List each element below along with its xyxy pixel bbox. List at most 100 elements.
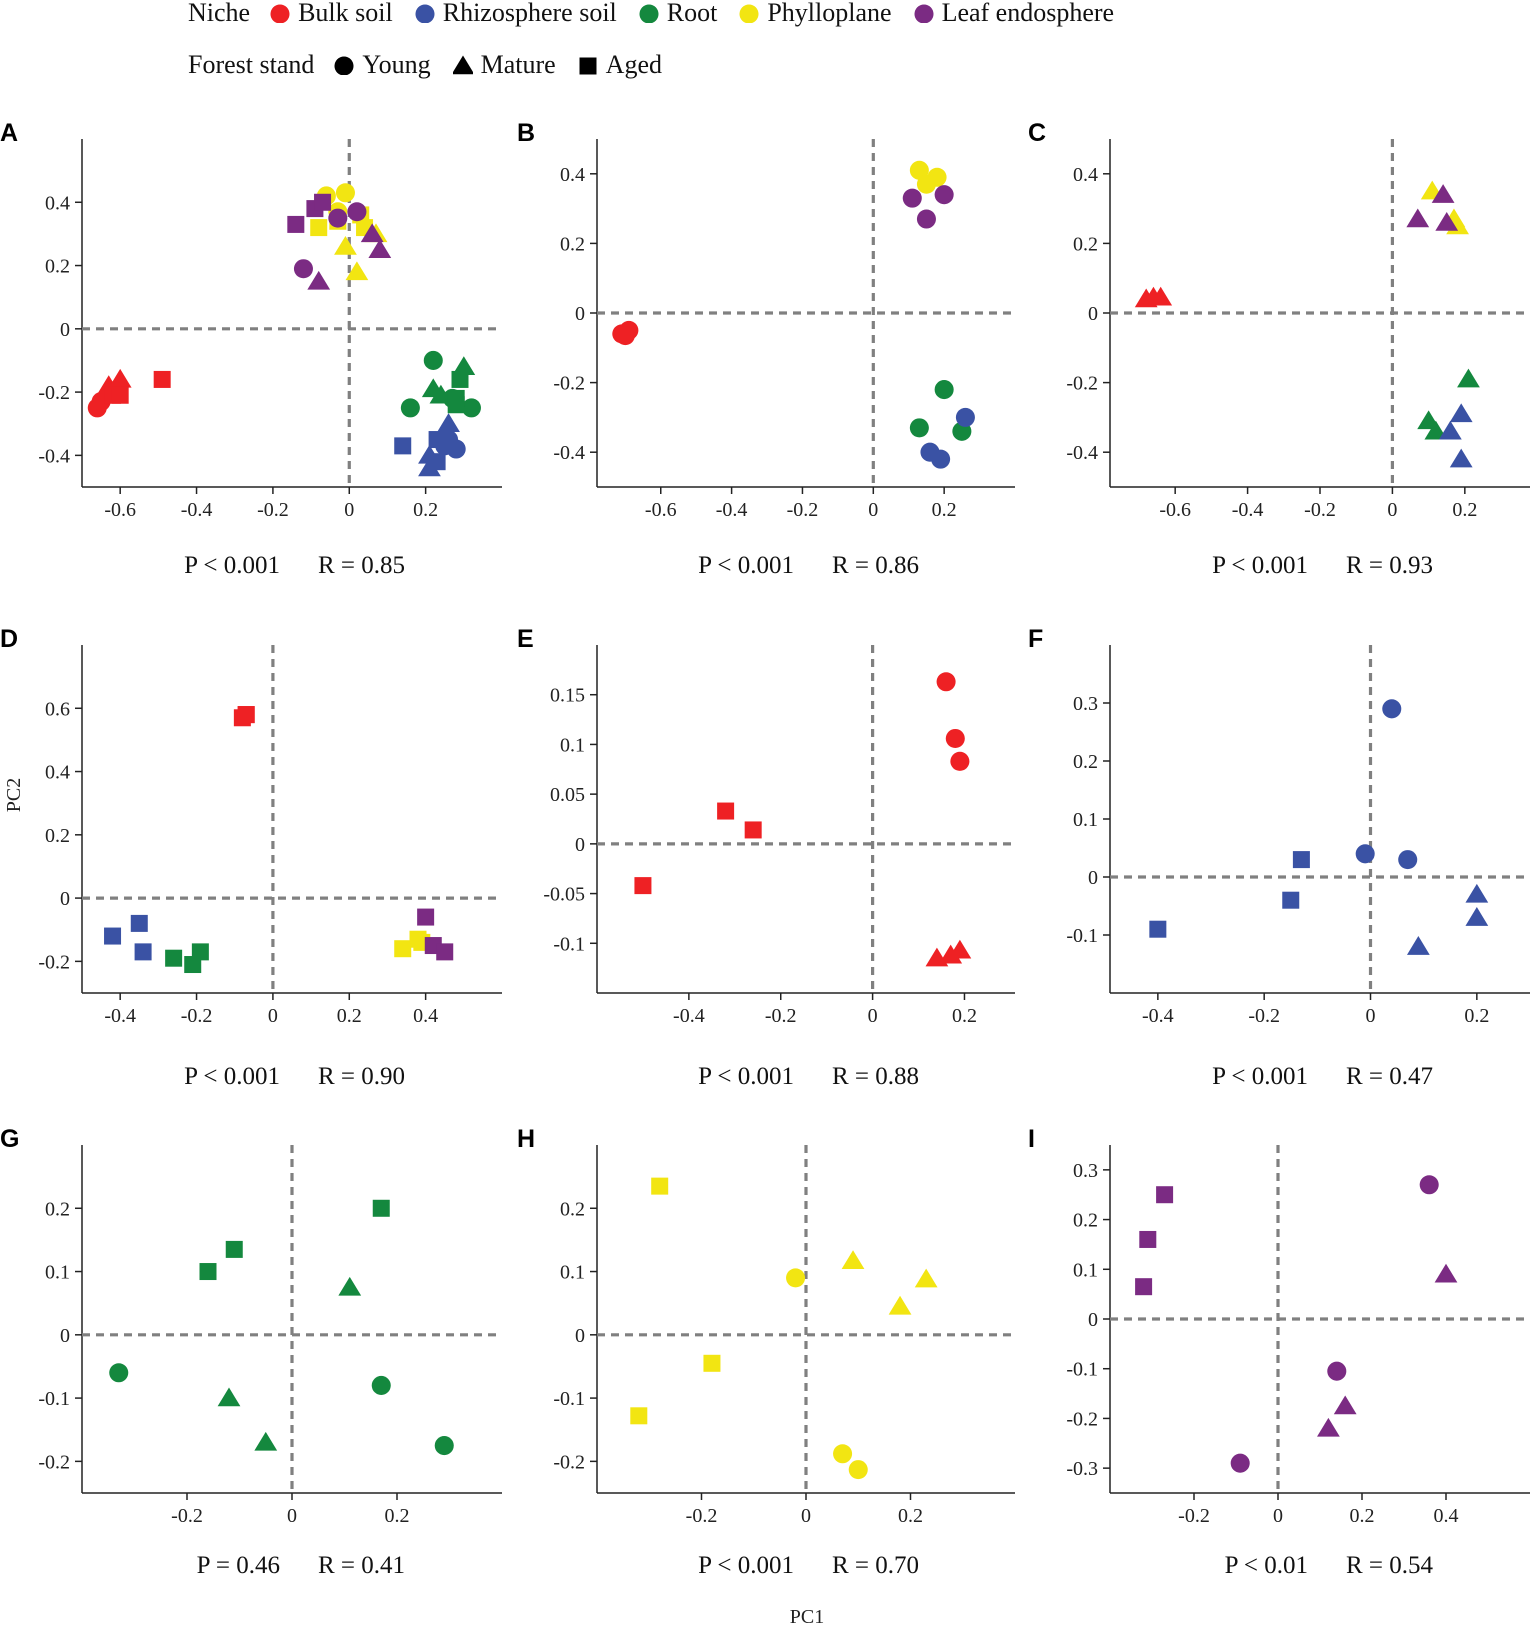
data-point-phyllo-young — [916, 174, 936, 194]
legend-stand-young-marker — [334, 56, 354, 75]
data-point-rhizo-mature — [1438, 420, 1462, 440]
data-point-root-aged — [372, 1199, 390, 1217]
panel-G: G -0.2 0 0.2 -0.2 -0.1 0 0.1 0.2 P = 0.46 R = 0.41 — [0, 1125, 502, 1579]
data-point-phyllo-young — [848, 1460, 868, 1480]
data-point-phyllo-mature — [914, 1268, 938, 1288]
data-point-root-aged — [191, 943, 209, 961]
data-point-rhizo-aged — [1149, 920, 1167, 938]
stat-r-value: R = 0.93 — [1346, 552, 1433, 579]
data-point-leaf-young — [328, 208, 348, 228]
y-tick-label: -0.05 — [543, 884, 585, 906]
data-point-root-mature — [254, 1431, 278, 1451]
data-point-bulk-aged — [153, 370, 171, 388]
x-tick-label: 0.2 — [952, 1005, 977, 1027]
data-point-root-mature — [452, 356, 476, 376]
data-point-leaf-young — [347, 202, 367, 222]
data-point-leaf-mature — [1434, 1263, 1458, 1283]
data-point-root-young — [423, 350, 443, 370]
panel-B: B -0.6 -0.4 -0.2 0 0.2 -0.4 -0.2 0 0.2 0.4 P < 0.00… — [517, 119, 1015, 579]
y-tick-label: -0.4 — [553, 442, 585, 464]
x-tick-label: 0.2 — [932, 499, 957, 521]
legend-stand-mature-marker — [452, 55, 473, 75]
y-tick-label: -0.2 — [553, 1451, 585, 1473]
data-point-leaf-mature — [368, 239, 392, 258]
figure-legend: Niche Bulk soil Rhizosphere soil Root Phyll… — [0, 0, 1539, 90]
panel-letter: H — [517, 1125, 535, 1153]
y-tick-label: 0.2 — [1073, 1210, 1098, 1232]
y-tick-label: 0 — [575, 1325, 585, 1347]
legend-niche-rhizo-marker — [415, 4, 435, 23]
data-point-rhizo-aged — [130, 914, 148, 932]
legend-niche-bulk: Bulk soil — [270, 0, 393, 28]
x-tick-label: 0 — [868, 499, 878, 521]
stat-p-value: P = 0.46 — [197, 1552, 280, 1579]
y-tick-label: 0.4 — [1073, 164, 1098, 186]
legend-stand-mature-label: Mature — [480, 50, 556, 79]
y-tick-label: -0.2 — [38, 1451, 70, 1473]
y-tick-label: -0.1 — [1066, 1359, 1098, 1381]
data-point-bulk-young — [615, 326, 635, 346]
panel-letter: D — [0, 625, 18, 653]
x-tick-label: -0.2 — [765, 1005, 797, 1027]
data-point-rhizo-mature — [418, 444, 441, 464]
panel-letter: B — [517, 119, 535, 147]
legend-stand-aged-marker — [579, 57, 597, 75]
y-tick-label: 0.3 — [1073, 1160, 1098, 1182]
legend-niche-root: Root — [639, 0, 717, 28]
data-point-leaf-young — [1327, 1361, 1347, 1381]
data-point-root-aged — [447, 389, 465, 407]
data-point-leaf-aged — [417, 908, 435, 926]
x-tick-label: 0 — [1273, 1505, 1283, 1527]
data-point-rhizo-mature — [1465, 907, 1489, 926]
data-point-rhizo-young — [439, 430, 459, 450]
legend-stand-aged: Aged — [578, 50, 662, 80]
x-tick-label: -0.4 — [181, 499, 213, 521]
y-tick-label: 0.2 — [560, 1198, 585, 1220]
y-tick-label: -0.1 — [38, 1388, 70, 1410]
data-point-root-young — [909, 418, 929, 438]
x-tick-label: -0.4 — [1142, 1005, 1174, 1027]
data-point-phyllo-aged — [630, 1407, 648, 1425]
y-tick-label: -0.2 — [1066, 373, 1098, 395]
y-tick-label: 0.2 — [45, 256, 70, 278]
legend-stand-title: Forest stand — [188, 50, 315, 79]
legend-stand-aged-label: Aged — [605, 50, 662, 79]
data-point-leaf-mature — [307, 270, 331, 290]
y-tick-label: -0.2 — [1066, 1408, 1098, 1430]
data-point-leaf-aged — [287, 215, 305, 233]
panel-letter: F — [1028, 625, 1043, 653]
panel-letter: C — [1028, 119, 1046, 147]
data-point-root-young — [109, 1363, 129, 1383]
stat-p-value: P < 0.01 — [1225, 1552, 1308, 1579]
legend-niche-leaf-label: Leaf endosphere — [941, 0, 1115, 27]
y-tick-label: -0.4 — [38, 445, 70, 467]
x-tick-label: -0.2 — [257, 499, 289, 521]
legend-niche-phyllo: Phylloplane — [739, 0, 892, 28]
data-point-leaf-mature — [1435, 211, 1459, 231]
x-tick-label: -0.2 — [181, 1005, 213, 1027]
stat-r-value: R = 0.90 — [318, 1063, 405, 1090]
data-point-bulk-aged — [744, 821, 762, 839]
stat-p-value: P < 0.001 — [184, 1063, 280, 1090]
data-point-root-aged — [225, 1240, 243, 1258]
panel-D: D -0.4 -0.2 0 0.2 0.4 -0.2 0 0.2 0.4 0.6 P < 0.001 R… — [0, 625, 502, 1090]
data-point-rhizo-young — [1382, 699, 1402, 719]
data-point-rhizo-mature — [1449, 403, 1473, 423]
legend-niche-leaf: Leaf endosphere — [914, 0, 1115, 28]
legend-stand-young-symbol — [334, 56, 354, 75]
data-point-leaf-young — [293, 259, 313, 279]
x-tick-label: -0.6 — [1159, 499, 1191, 521]
y-tick-label: 0.2 — [1073, 751, 1098, 773]
data-point-root-mature — [1457, 368, 1480, 388]
data-point-rhizo-young — [955, 407, 975, 427]
data-point-root-young — [461, 398, 481, 418]
data-point-bulk-young — [945, 728, 965, 748]
legend-stand-row: Forest stand Young Mature Aged — [188, 50, 684, 80]
data-point-rhizo-aged — [1292, 851, 1310, 869]
y-tick-label: 0 — [1088, 303, 1098, 325]
data-point-phyllo-aged — [310, 219, 328, 237]
x-tick-label: 0.2 — [413, 499, 438, 521]
data-point-phyllo-young — [833, 1444, 853, 1464]
data-point-phyllo-aged — [651, 1177, 669, 1195]
data-point-root-young — [371, 1375, 391, 1395]
